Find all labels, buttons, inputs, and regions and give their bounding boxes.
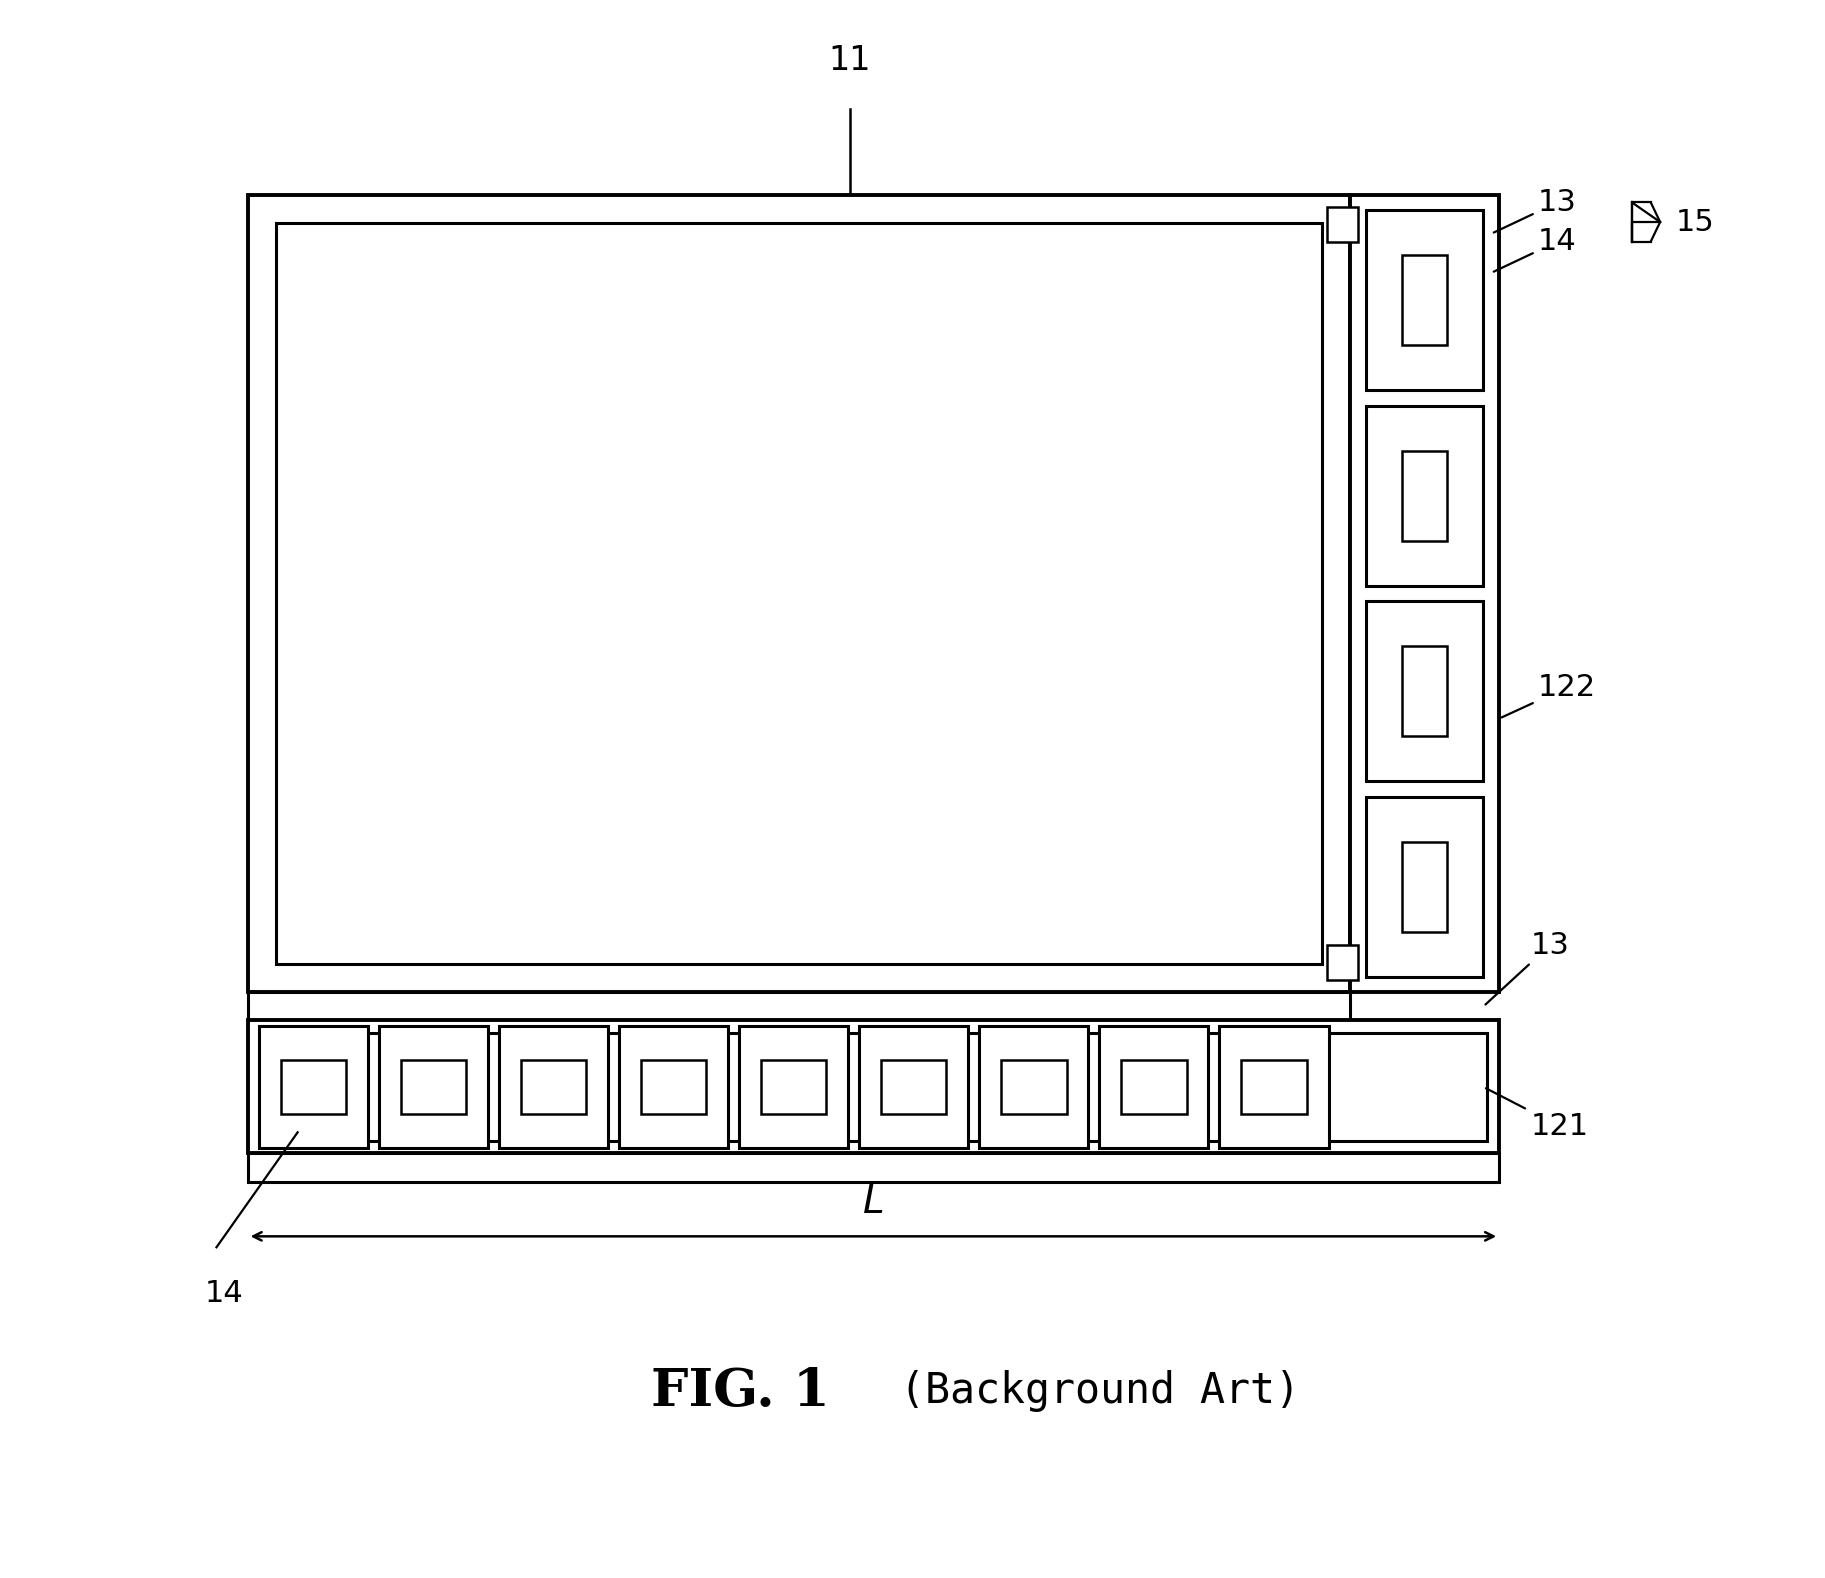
Bar (1367, 797, 1484, 977)
Bar (1402, 256, 1447, 346)
Text: L: L (863, 1182, 883, 1221)
Bar (1241, 1059, 1307, 1114)
Text: 15: 15 (1675, 208, 1714, 237)
Bar (739, 1026, 849, 1147)
Bar (1402, 451, 1447, 541)
Bar (761, 1059, 827, 1114)
Text: 13: 13 (1493, 188, 1577, 232)
Bar (248, 993, 1350, 1021)
Bar (1327, 945, 1358, 980)
Bar (248, 1154, 1498, 1182)
Bar (980, 1026, 1088, 1147)
Bar (259, 1026, 369, 1147)
Bar (1367, 601, 1484, 781)
Bar (860, 1026, 969, 1147)
Bar (498, 1026, 608, 1147)
Bar (281, 1059, 347, 1114)
Bar (641, 1059, 706, 1114)
Text: (Background Art): (Background Art) (900, 1370, 1299, 1412)
Text: FIG. 1: FIG. 1 (652, 1365, 830, 1417)
Bar (1402, 647, 1447, 737)
Text: 122: 122 (1502, 672, 1597, 718)
Bar (1402, 841, 1447, 931)
Bar (619, 1026, 728, 1147)
Bar (1350, 194, 1498, 993)
Bar (1327, 207, 1358, 241)
Text: 14: 14 (1493, 227, 1577, 271)
Text: 13: 13 (1486, 931, 1570, 1005)
Bar (520, 1059, 586, 1114)
Bar (248, 194, 1350, 993)
Bar (1367, 210, 1484, 390)
Text: 121: 121 (1486, 1089, 1588, 1141)
Text: 14: 14 (204, 1278, 245, 1308)
Bar (1219, 1026, 1329, 1147)
Bar (1099, 1026, 1208, 1147)
Bar (380, 1026, 487, 1147)
Bar (261, 1034, 1487, 1141)
Bar (1121, 1059, 1186, 1114)
Bar (402, 1059, 465, 1114)
Bar (1002, 1059, 1066, 1114)
Bar (248, 1021, 1498, 1154)
Text: 11: 11 (829, 44, 871, 77)
Bar (1367, 406, 1484, 585)
Bar (881, 1059, 947, 1114)
Bar (276, 222, 1323, 964)
